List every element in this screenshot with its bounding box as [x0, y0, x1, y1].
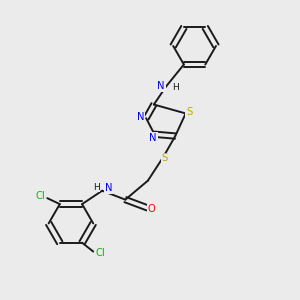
Text: N: N	[105, 183, 112, 193]
Text: S: S	[186, 107, 192, 117]
Text: Cl: Cl	[36, 191, 46, 201]
Text: N: N	[157, 81, 165, 91]
Text: O: O	[147, 204, 155, 214]
Text: H: H	[93, 183, 100, 192]
Text: N: N	[149, 133, 157, 143]
Text: Cl: Cl	[95, 248, 105, 258]
Text: H: H	[172, 83, 179, 92]
Text: S: S	[162, 153, 168, 163]
Text: N: N	[137, 112, 145, 122]
